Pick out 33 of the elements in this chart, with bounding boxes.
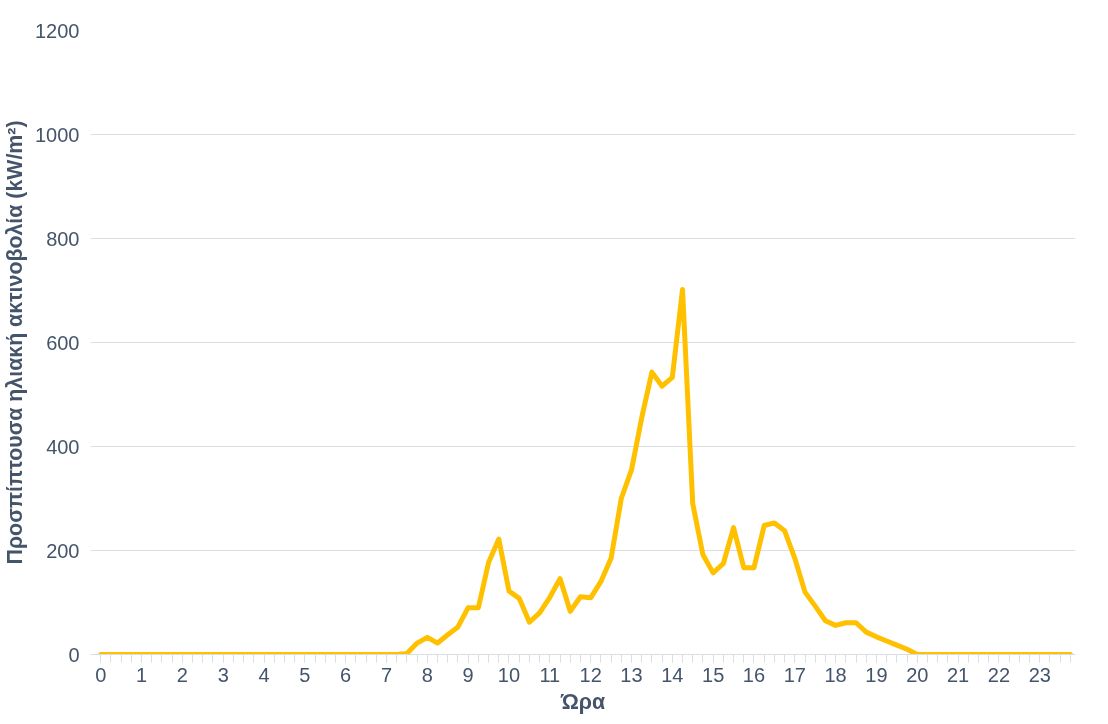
x-tick-label: 21 — [946, 663, 970, 686]
x-tick-label: 10 — [497, 663, 521, 686]
x-tick-label: 16 — [742, 663, 766, 686]
x-tick-label: 13 — [620, 663, 643, 686]
y-tick-label: 600 — [46, 331, 80, 354]
x-tick-label: 19 — [865, 663, 888, 686]
x-axis-title: Ώρα — [559, 689, 606, 714]
x-tick-label: 22 — [987, 663, 1011, 686]
y-tick-label: 200 — [46, 539, 80, 562]
y-tick-label: 1200 — [35, 19, 80, 42]
x-tick-label: 7 — [380, 663, 393, 686]
x-tick-label: 18 — [824, 663, 847, 686]
x-tick-label: 8 — [421, 663, 433, 686]
x-tick-label: 3 — [217, 663, 229, 686]
x-tick-label: 6 — [340, 663, 352, 686]
x-tick-label: 11 — [539, 663, 561, 686]
x-tick-label: 9 — [462, 663, 474, 686]
x-tick-label: 23 — [1028, 663, 1051, 686]
x-tick-label: 20 — [906, 663, 929, 686]
y-tick-label: 800 — [46, 227, 80, 250]
x-tick-label: 2 — [176, 663, 188, 686]
x-tick-label: 0 — [95, 663, 107, 686]
y-axis-title: Προσπίπτουσα ηλιακή ακτινοβολία (kW/m²) — [3, 120, 28, 565]
y-tick-label: 0 — [68, 643, 80, 666]
x-tick-label: 14 — [661, 663, 684, 686]
x-tick-label: 12 — [579, 663, 602, 686]
y-tick-label: 1000 — [35, 123, 80, 146]
x-tick-label: 15 — [702, 663, 725, 686]
x-tick-label: 1 — [135, 663, 148, 686]
x-tick-label: 17 — [783, 663, 806, 686]
x-tick-label: 4 — [258, 663, 270, 686]
y-tick-label: 400 — [46, 435, 80, 458]
x-tick-label: 5 — [299, 663, 311, 686]
